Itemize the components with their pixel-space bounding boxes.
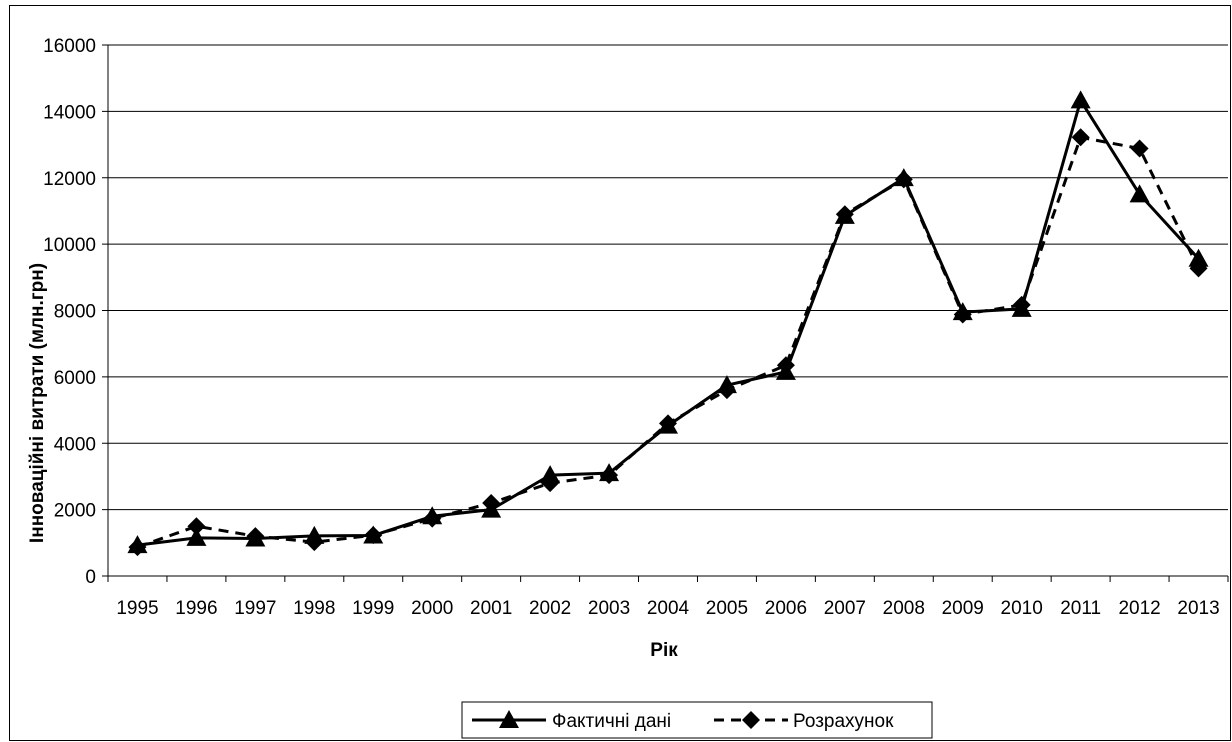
y-tick-label: 12000 [43,169,96,190]
axes [102,44,1229,582]
x-tick-label: 2001 [470,598,512,619]
y-axis-label: Інноваційні витрати (млн.грн) [27,263,48,543]
x-tick-label: 2003 [588,598,630,619]
series-layer [127,90,1209,557]
data-point-actual [952,302,973,321]
x-tick-label: 2011 [1060,598,1101,619]
data-point-actual [1188,248,1209,267]
x-tick-label: 2012 [1118,598,1160,619]
x-tick-label: 2008 [883,598,925,619]
data-point-actual [1129,184,1150,203]
legend-label-actual: Фактичні дані [552,711,671,732]
x-tick-label: 1999 [352,598,394,619]
legend-marker-actual [499,710,519,728]
data-point-actual [127,535,148,554]
y-tick-label: 2000 [54,501,96,522]
data-point-actual [186,527,207,546]
legend-label-calc: Розрахунок [793,711,894,732]
x-tick-label: 2013 [1177,598,1219,619]
x-tick-label: 2002 [529,598,571,619]
x-tick-label: 1995 [116,598,158,619]
y-tick-label: 14000 [43,102,96,123]
x-tick-label: 1998 [293,598,335,619]
x-tick-label: 2009 [942,598,984,619]
x-axis-label: Рік [650,640,678,661]
series-line-0 [137,98,1200,547]
data-point-actual [1011,298,1032,317]
data-point-actual [716,375,737,394]
y-tick-label: 8000 [54,302,96,323]
x-tick-label: 2010 [1001,598,1043,619]
x-tick-label: 2006 [765,598,807,619]
y-tick-label: 10000 [43,235,96,256]
y-tick-label: 4000 [54,434,96,455]
x-tick-label: 1997 [234,598,276,619]
x-tick-labels: 1995 1996 1997 1998 1999 2000 2001 2002 2003 2004… [116,598,1219,619]
y-tick-label: 6000 [54,368,96,389]
data-point-actual [245,528,266,547]
y-tick-label: 16000 [43,36,96,57]
data-point-actual [422,506,443,525]
x-tick-label: 2000 [411,598,453,619]
chart-frame [9,5,1231,741]
data-point-actual [834,205,855,224]
data-point-actual [481,499,502,518]
data-point-calc [187,517,206,536]
data-point-actual [540,465,561,484]
x-tick-label: 2004 [647,598,690,619]
x-tick-label: 2007 [824,598,866,619]
data-point-actual [304,525,325,544]
legend-marker-calc [742,711,760,729]
series-line-1 [136,135,1200,549]
gridlines [108,44,1228,511]
data-point-actual [658,415,678,434]
y-tick-label: 0 [85,567,96,588]
data-point-actual [1070,90,1091,109]
y-tick-labels: 0 2000 4000 6000 8000 10000 12000 14000 16000 [43,36,96,588]
data-point-calc [1130,139,1149,158]
legend: Фактичні дані Розрахунок [461,701,933,739]
data-point-actual [775,361,796,380]
x-tick-label: 2005 [706,598,748,619]
data-point-actual [363,525,384,544]
data-point-actual [599,463,620,482]
data-point-actual [893,168,914,187]
data-point-calc [1071,128,1090,147]
x-tick-label: 1996 [175,598,217,619]
